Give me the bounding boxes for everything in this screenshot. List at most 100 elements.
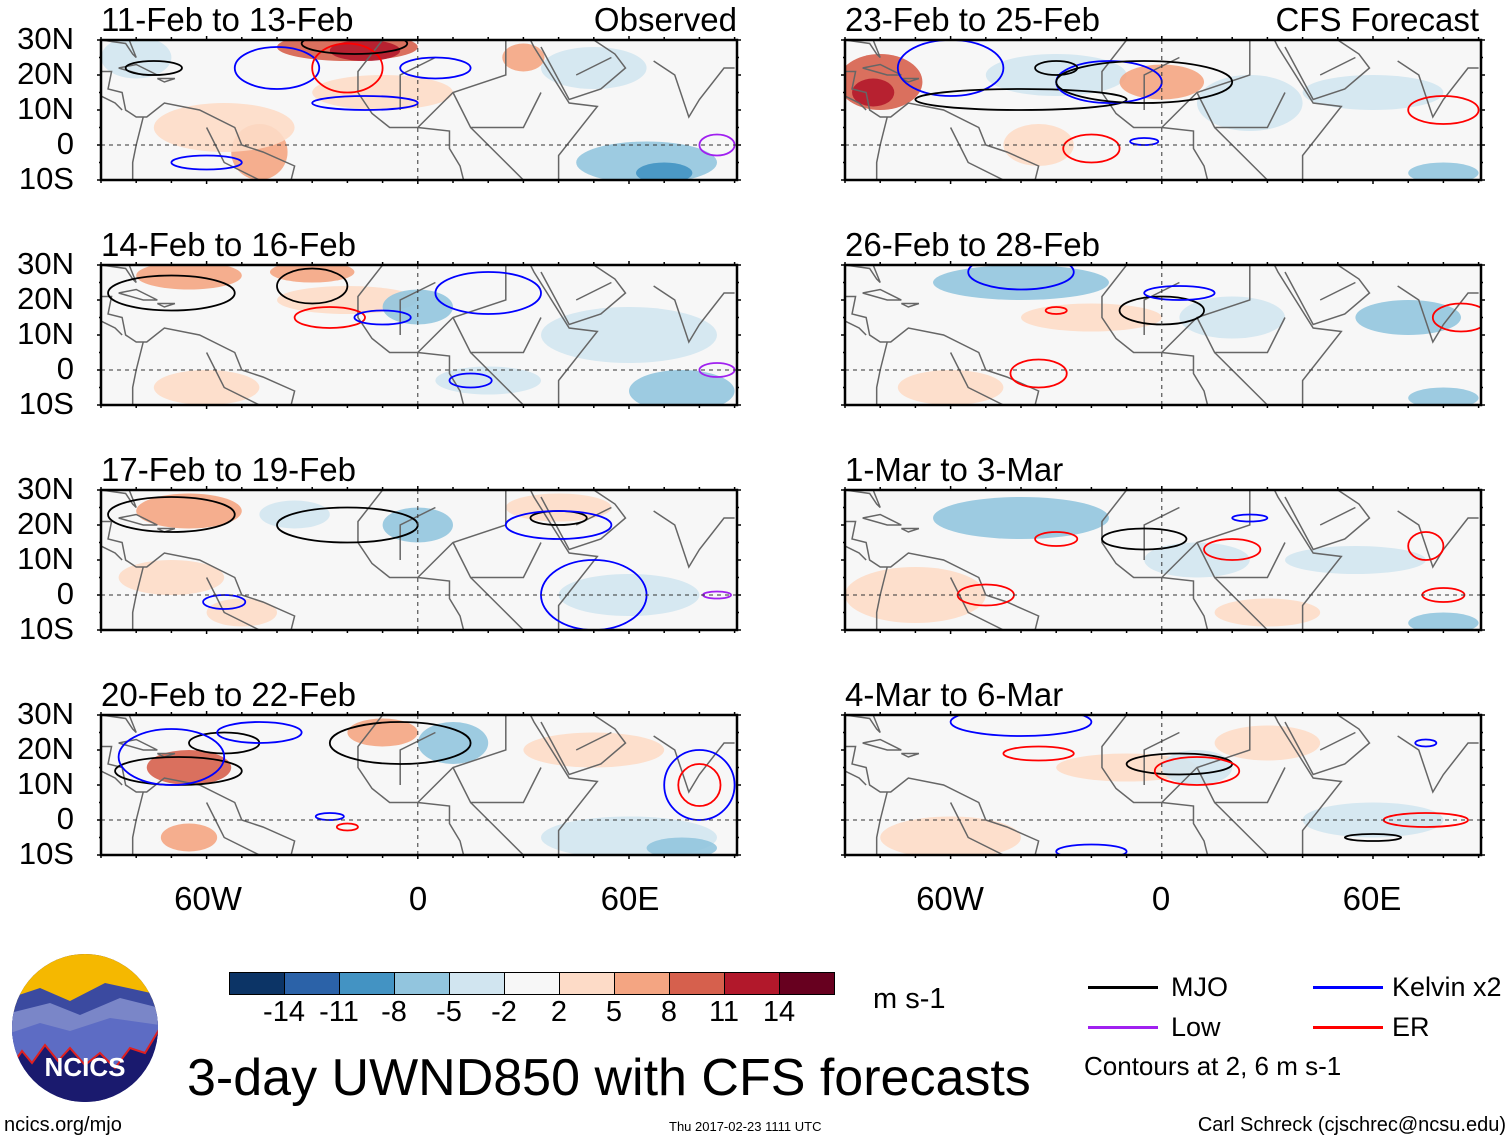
legend-swatch-low [1088,1026,1158,1029]
panel-title: 23-Feb to 25-Feb [845,1,1100,38]
lon-label: 60W [174,880,242,917]
panel-title: 26-Feb to 28-Feb [845,226,1100,263]
filtered-wind-contour [1431,302,1481,333]
wind-anomaly-patch [153,370,260,405]
coastline [875,791,888,855]
filtered-wind-contour [967,265,1075,291]
coastline [399,731,436,785]
lat-label: 0 [56,801,74,836]
wind-anomaly-patch [1355,300,1461,335]
coastline [1273,490,1343,630]
legend-swatch-er [1313,1026,1383,1029]
wind-anomaly-patch [897,370,1004,405]
wind-anomaly-patch [118,560,225,595]
map-panel [97,36,741,184]
coastline [1143,506,1180,560]
lat-label: 0 [56,126,74,161]
coastline [1101,490,1209,630]
wind-anomaly-patch [880,816,1021,855]
coastline [1273,40,1343,180]
coastline [1196,317,1286,354]
lat-label: 0 [56,576,74,611]
coastline [529,715,599,855]
coastline [417,265,507,354]
coastline [1196,542,1286,579]
coastline [575,731,612,751]
filtered-wind-contour [1044,306,1068,315]
wind-anomaly-patch [541,307,717,363]
colorbar-swatch [614,972,670,995]
coastline [845,745,1040,855]
coastline [1143,731,1180,785]
filtered-wind-contour [216,721,303,744]
filtered-wind-contour [1055,843,1128,855]
filtered-wind-contour [1343,833,1403,842]
coastline [875,341,888,405]
coastline [875,116,888,180]
filtered-wind-contour [314,812,345,821]
coastline [1397,510,1479,569]
coastline [575,281,612,301]
coastline [845,770,867,786]
coastline [845,545,867,561]
coastline [1214,351,1268,405]
filtered-wind-contour [914,88,1128,111]
coastline [900,752,920,758]
coastline [470,351,524,405]
colorbar-units: m s-1 [873,983,946,1015]
coastline [900,77,920,83]
filtered-wind-contour [328,721,472,765]
coastline [862,513,902,526]
coastline [452,92,542,129]
coastline [452,767,542,804]
coastline [1196,92,1286,129]
filtered-wind-contour [663,749,736,821]
filtered-wind-contour [677,763,722,807]
coastline [529,265,599,405]
lat-label: 10N [17,316,74,351]
wind-anomaly-patch [1214,725,1321,761]
lat-label: 20N [17,506,74,541]
coastline [845,490,881,509]
filtered-wind-contour [1231,513,1269,523]
coastline [845,265,881,284]
filtered-wind-contour [300,40,409,55]
filtered-wind-contour [1055,60,1234,104]
contour-note: Contours at 2, 6 m s-1 [1084,1051,1342,1081]
coastline [1319,56,1356,76]
coastline [131,791,144,855]
filtered-wind-contour [335,822,359,832]
coastline [357,40,465,180]
filtered-wind-contour [1203,538,1262,561]
wind-anomaly-patch [153,103,295,152]
coastline [417,715,507,804]
coastline [101,490,137,509]
filtered-wind-contour [434,271,542,315]
wind-anomaly-patch [502,43,545,72]
lat-label: 20N [17,281,74,316]
colorbar-swatch [559,972,615,995]
legend-swatch-mjo [1088,986,1158,989]
filtered-wind-contour [448,372,493,389]
coastline [101,715,137,734]
wind-anomaly-patch [1285,546,1426,574]
coastline [949,802,1004,855]
filtered-wind-contour [1407,531,1445,561]
wind-anomaly-patch [636,162,693,180]
coastline [1161,265,1251,354]
colorbar-tick: -5 [436,996,462,1028]
coastline [1284,490,1371,551]
filtered-wind-contour [896,40,1005,97]
filtered-wind-contour [1034,60,1079,76]
filtered-wind-contour [1009,358,1068,389]
coastline [1397,60,1479,119]
wind-anomaly-patch [1179,296,1285,339]
wind-anomaly-patch [277,286,418,314]
lon-label: 60E [1342,880,1402,917]
wind-anomaly-patch [1197,75,1303,131]
footer-url: ncics.org/mjo [4,1114,122,1136]
coastline [845,520,1040,630]
coastline [1397,285,1479,344]
legend-label: ER [1392,1012,1430,1042]
legend-label: Low [1171,1012,1221,1042]
